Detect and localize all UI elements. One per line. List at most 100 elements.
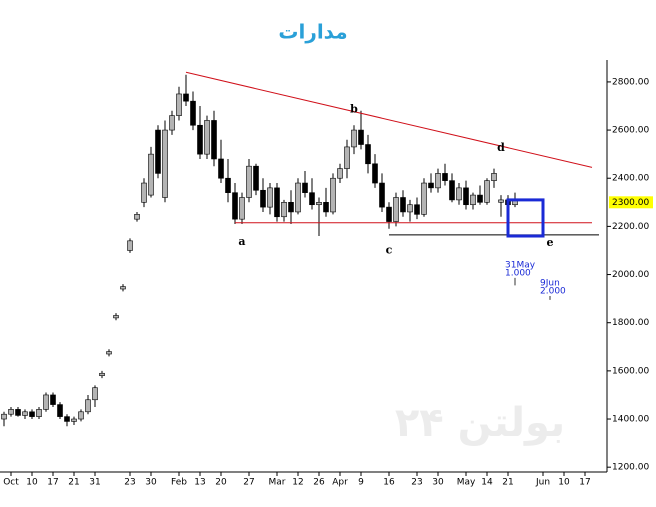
candle-body xyxy=(169,115,175,131)
last-price-box xyxy=(609,196,653,209)
y-tick-label: 2200.00 xyxy=(612,222,649,232)
x-tick-label: 12 xyxy=(292,478,303,488)
candle-body xyxy=(176,93,182,116)
candle-body xyxy=(302,182,308,193)
candle-body xyxy=(204,120,210,155)
candle-body xyxy=(50,394,56,405)
candle-body xyxy=(358,129,364,145)
candle-body xyxy=(218,158,224,179)
candle-body xyxy=(400,197,406,213)
marker-value: 1.000 xyxy=(505,268,531,278)
candle-body xyxy=(491,173,497,181)
x-tick-label: 17 xyxy=(47,478,58,488)
candle-body xyxy=(281,202,287,218)
x-tick-label: 26 xyxy=(313,478,325,488)
last-price-label: 2300.00 xyxy=(612,198,649,208)
candle-body xyxy=(134,214,140,220)
candle-body xyxy=(113,315,119,319)
x-tick-label: 23 xyxy=(411,478,422,488)
candle-body xyxy=(393,197,399,222)
x-tick-label: 21 xyxy=(502,478,513,488)
candle-body xyxy=(1,413,7,420)
candle-body xyxy=(57,404,63,417)
highlight-box xyxy=(506,198,545,238)
candle-body xyxy=(421,182,427,215)
candle-body xyxy=(92,387,98,401)
candle-body xyxy=(232,192,238,220)
candle-body xyxy=(351,129,357,148)
candle-body xyxy=(155,129,161,174)
y-tick-label: 1400.00 xyxy=(612,415,649,425)
candle-body xyxy=(43,394,49,410)
x-tick-label: 21 xyxy=(68,478,79,488)
candle-body xyxy=(22,411,28,416)
x-tick-label: 13 xyxy=(194,478,205,488)
x-tick-label: 17 xyxy=(579,478,590,488)
candle-body xyxy=(435,173,441,189)
candle-body xyxy=(253,165,259,191)
y-tick-label: 2800.00 xyxy=(612,77,649,87)
candle-body xyxy=(85,399,91,413)
x-tick-label: May xyxy=(457,478,476,488)
candle-body xyxy=(78,411,84,420)
pattern-label: c xyxy=(386,243,393,256)
candle-body xyxy=(127,240,133,251)
marker-date: 31May xyxy=(505,260,536,270)
candle-body xyxy=(141,182,147,203)
candle-body xyxy=(99,372,105,376)
chart-title: مدارات xyxy=(278,20,347,44)
candle-body xyxy=(372,163,378,184)
candle-body xyxy=(288,202,294,213)
candle-body xyxy=(323,202,329,213)
x-tick-label: 20 xyxy=(215,478,227,488)
candle-body xyxy=(190,100,196,126)
candle-body xyxy=(463,187,469,206)
y-tick-label: 1800.00 xyxy=(612,318,649,328)
x-tick-label: 30 xyxy=(145,478,157,488)
candle-body xyxy=(267,187,273,208)
candle-body xyxy=(386,206,392,222)
candle-body xyxy=(36,409,42,417)
candle-body xyxy=(309,192,315,206)
candle-body xyxy=(8,409,14,415)
x-tick-label: Apr xyxy=(332,478,348,488)
watermark: بولتن ۲۴ xyxy=(395,400,565,446)
candle-body xyxy=(120,286,126,290)
candle-body xyxy=(15,409,21,416)
candle-body xyxy=(197,124,203,155)
candle-body xyxy=(484,180,490,203)
candle-body xyxy=(344,146,350,169)
candle-body xyxy=(442,173,448,181)
x-tick-label: Feb xyxy=(171,478,187,488)
pattern-label: a xyxy=(238,235,245,248)
candle-body xyxy=(274,187,280,218)
candle-body xyxy=(211,120,217,160)
marker-value: 2.000 xyxy=(540,286,566,296)
candle-body xyxy=(498,199,504,203)
pattern-label: e xyxy=(547,236,554,249)
candle-body xyxy=(71,418,77,422)
candle-body xyxy=(330,177,336,213)
y-tick-label: 2000.00 xyxy=(612,270,649,280)
candle-body xyxy=(407,204,413,213)
pattern-label: b xyxy=(350,103,358,116)
x-tick-label: 31 xyxy=(89,478,100,488)
candle-body xyxy=(379,182,385,208)
x-tick-label: 23 xyxy=(124,478,135,488)
candle-body xyxy=(414,204,420,215)
x-tick-label: 16 xyxy=(383,478,395,488)
y-tick-label: 1200.00 xyxy=(612,463,649,473)
candle-body xyxy=(162,129,168,198)
y-tick-label: 1600.00 xyxy=(612,366,649,376)
candle-body xyxy=(260,189,266,208)
x-tick-label: 10 xyxy=(558,478,570,488)
candle-body xyxy=(183,93,189,102)
x-tick-label: Jun xyxy=(535,478,550,488)
candle-body xyxy=(64,416,70,422)
candle-body xyxy=(428,182,434,189)
candle-body xyxy=(239,197,245,220)
trend-line xyxy=(185,71,593,168)
x-tick-label: 10 xyxy=(26,478,38,488)
candle-body xyxy=(477,194,483,203)
